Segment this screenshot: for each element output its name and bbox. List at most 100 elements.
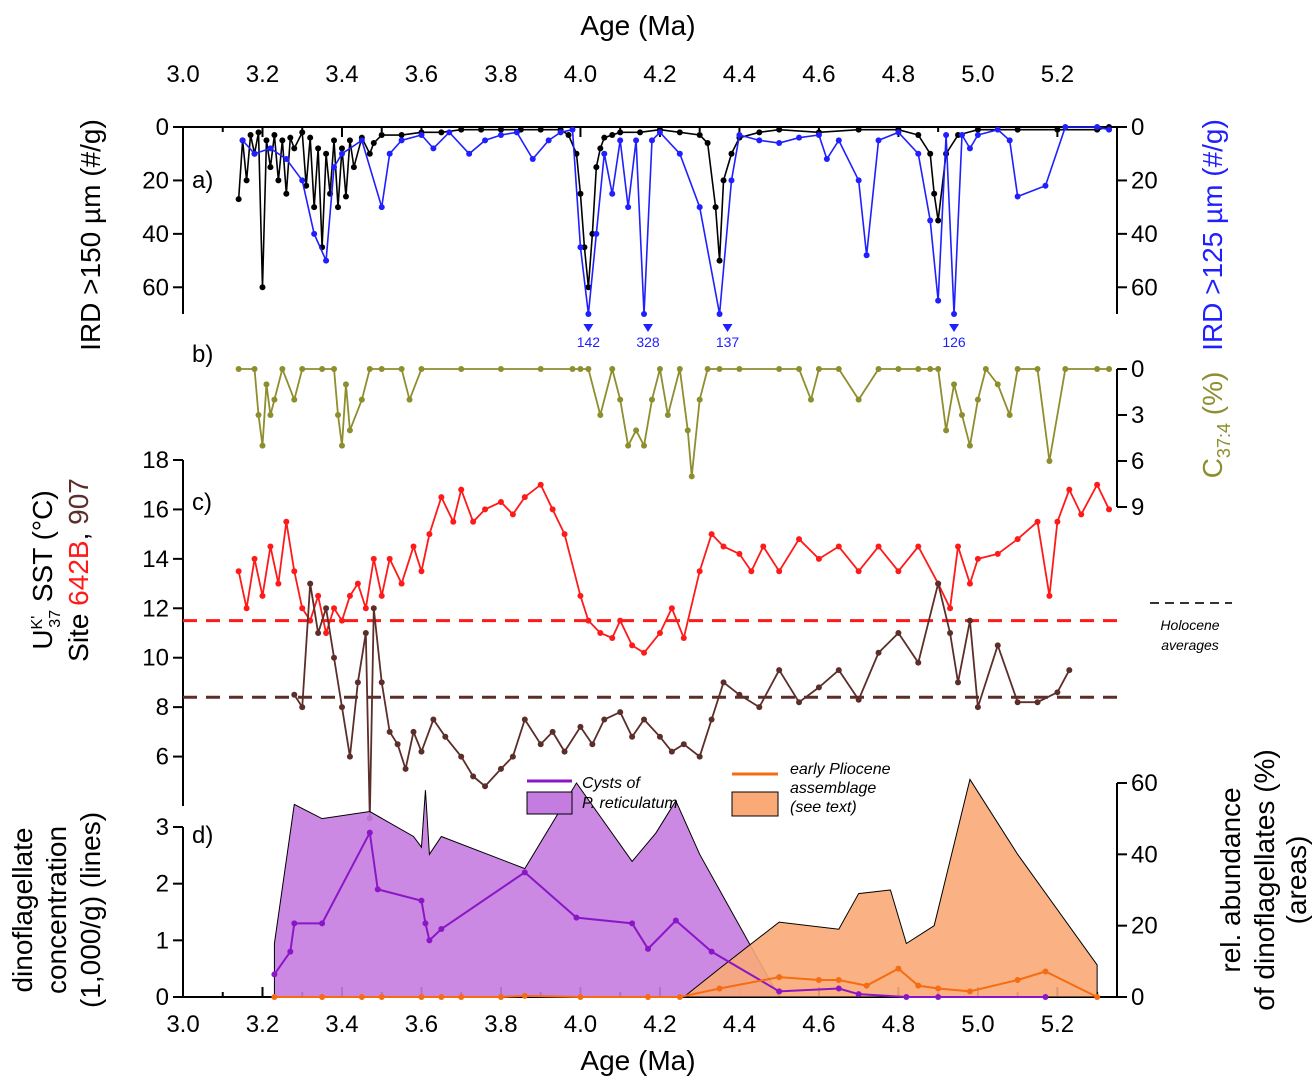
- panel-a-right-tick-label: 20: [1131, 167, 1158, 194]
- panel-d-left-label-1: dinoflagellate: [7, 827, 38, 992]
- sst-907-line-point: [1014, 699, 1021, 706]
- sst-907-line-point: [509, 753, 516, 760]
- sst-907-line-point: [394, 741, 401, 748]
- ird-125-line-point: [776, 140, 783, 147]
- sst-907-line-point: [974, 704, 981, 711]
- ird-150-line-point: [676, 129, 683, 136]
- sst-642b-line-point: [549, 506, 556, 513]
- c374-line-point: [633, 427, 640, 434]
- panel-a-tag: a): [192, 167, 213, 194]
- ird-150-line-point: [255, 129, 262, 136]
- x-bottom-tick-label: 4.0: [564, 1011, 597, 1038]
- ird-150-line-point: [370, 140, 377, 147]
- c374-line-point: [458, 366, 465, 372]
- ird-125-line-point: [796, 134, 803, 141]
- ird-125-line-point: [716, 311, 723, 317]
- sst-907-line-point: [299, 704, 306, 711]
- ird-125-line-point: [311, 230, 318, 237]
- sst-907-line-point: [1034, 699, 1041, 706]
- ird-125-line-point: [557, 129, 564, 136]
- c374-line-point: [676, 366, 683, 372]
- sst-907-line-point: [386, 728, 393, 735]
- x-top-tick-label: 3.2: [246, 61, 279, 88]
- reticulatum-concentration-line-point: [903, 994, 910, 1000]
- sst-907-line-point: [668, 748, 675, 755]
- c374-line-point: [279, 366, 286, 372]
- ird-150-line-point: [378, 132, 385, 139]
- ird-125-line-point: [641, 311, 648, 317]
- c374-line-point: [1106, 366, 1113, 372]
- ird-125-line-point: [656, 129, 663, 136]
- c374-line-point: [927, 366, 934, 372]
- sst-907-line-point: [497, 765, 504, 772]
- ird-125-line-point: [446, 129, 453, 136]
- pliocene-concentration-line-point: [1094, 994, 1101, 1000]
- pliocene-concentration-line-point: [271, 994, 278, 1000]
- legend-orange-label-2: assemblage: [790, 780, 876, 797]
- panel-a: 0 20 40 60 0 20 40 60 142 328 137 126: [142, 114, 1157, 350]
- sst-907-line-point: [875, 649, 882, 656]
- ird-150-line-point: [243, 177, 250, 184]
- sst-907-line-point: [482, 783, 489, 790]
- sst-642b-line-point: [378, 592, 385, 599]
- x-bottom-tick-label: 3.2: [246, 1011, 279, 1038]
- overflow-marker: [583, 324, 594, 332]
- c374-line-point: [1014, 366, 1021, 372]
- sst-907-line-point: [1054, 689, 1061, 696]
- ird-150-line-point: [267, 164, 274, 171]
- sst-642b-line-point: [299, 605, 306, 612]
- ird-150-line-point: [497, 126, 504, 133]
- panel-a-right-tick-label: 40: [1131, 221, 1158, 248]
- ird-125-line-point: [815, 132, 822, 139]
- ird-125-line-point: [855, 177, 862, 184]
- ird-125-line-point: [482, 137, 489, 144]
- reticulatum-concentration-line-point: [287, 948, 294, 955]
- pliocene-concentration-line-point: [497, 994, 504, 1000]
- sst-642b-line-point: [235, 568, 242, 575]
- ird-125-line-point: [323, 257, 330, 264]
- c374-line-point: [951, 381, 958, 388]
- pliocene-concentration-line-point: [418, 994, 425, 1000]
- c374-line-point: [418, 366, 425, 372]
- sst-642b-line-point: [509, 511, 516, 518]
- c374-line-point: [251, 366, 258, 372]
- c374-line-point: [609, 366, 616, 372]
- ird-125-line-point: [1106, 126, 1113, 133]
- overflow-marker: [949, 324, 960, 332]
- sst-642b-line-point: [275, 580, 282, 587]
- c374-line-point: [299, 366, 306, 372]
- ird-150-line-point: [275, 177, 282, 184]
- ird-125-line-point: [593, 230, 600, 237]
- reticulatum-concentration-line-point: [521, 869, 528, 876]
- panel-c-left-tick-label: 10: [142, 645, 169, 672]
- c374-line-point: [736, 366, 743, 372]
- sst-642b-line-point: [354, 580, 361, 587]
- panel-d-right-label-2: of dinoflagellates (%): [1249, 749, 1280, 1010]
- ird-125-line-point: [386, 150, 393, 157]
- c374-line-point: [974, 396, 981, 403]
- sst-642b-line-point: [796, 536, 803, 543]
- ird-150-line-point: [478, 126, 485, 133]
- ird-125-line-point: [609, 190, 616, 197]
- panel-d-tag: d): [192, 822, 213, 849]
- sst-642b-line-point: [668, 605, 675, 612]
- c374-line-point: [271, 396, 278, 403]
- sst-642b-line-point: [947, 605, 954, 612]
- sst-907-line-point: [855, 696, 862, 703]
- c374-line-point: [684, 427, 691, 434]
- pliocene-concentration-line-point: [915, 982, 922, 989]
- legend-purple-box: [526, 791, 573, 815]
- panel-d-left-label-3: (1,000/g) (lines): [75, 812, 106, 1008]
- x-axis-top: 3.0 3.2 3.4 3.6 3.8 4.0 4.2 4.4 4.6 4.8 5.0 5.2: [166, 61, 1117, 137]
- x-axis-title-bottom: Age (Ma): [580, 1045, 695, 1076]
- sst-642b-line-point: [696, 568, 703, 575]
- sst-907-line-point: [315, 630, 322, 636]
- c374-line-point: [915, 366, 922, 372]
- sst-907-line-point: [736, 691, 743, 698]
- ird-150-line-point: [259, 284, 266, 291]
- panel-b-right-label: C37:4 (%): [1197, 372, 1234, 479]
- sst-907-line-point: [577, 723, 584, 730]
- ird-150-line-point: [585, 284, 592, 291]
- sst-642b-line-point: [410, 543, 417, 550]
- sst-907-line-point: [617, 709, 624, 716]
